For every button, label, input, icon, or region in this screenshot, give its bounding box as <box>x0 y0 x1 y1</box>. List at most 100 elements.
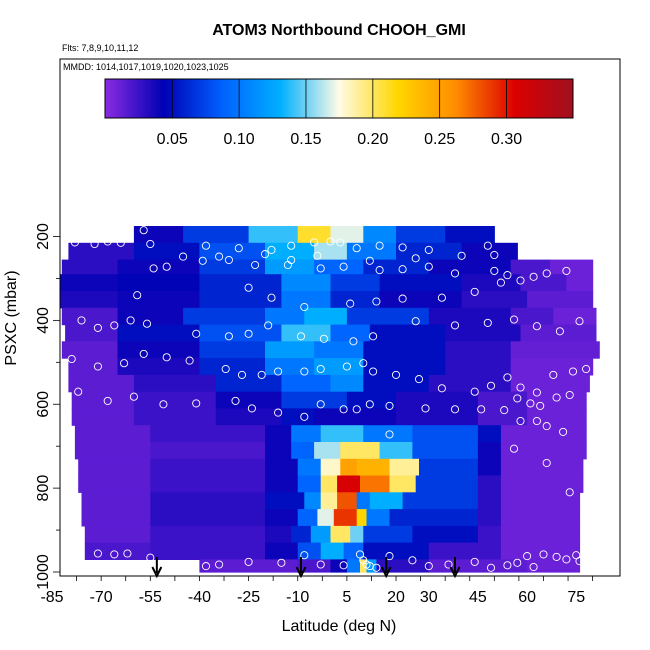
observation-point <box>372 297 381 306</box>
observation-point <box>336 238 345 247</box>
heatmap-cell <box>297 475 322 493</box>
observation-point <box>234 244 243 253</box>
observation-point <box>500 406 509 415</box>
observation-point <box>503 271 512 280</box>
observation-point <box>552 393 561 402</box>
heatmap-cell <box>363 358 446 376</box>
observation-point <box>414 375 424 384</box>
heatmap-cell <box>291 442 315 460</box>
heatmap-cell <box>314 341 364 359</box>
observation-point <box>411 254 420 263</box>
heatmap-cell <box>265 475 299 493</box>
x-tick-label: -40 <box>188 589 211 606</box>
chart-title: ATOM3 Northbound CHOOH_GMI <box>212 22 466 39</box>
heatmap-cell <box>199 324 282 342</box>
heatmap-cell <box>500 475 584 493</box>
heatmap-cell <box>461 242 518 261</box>
heatmap-cell <box>477 492 502 510</box>
heatmap-cell <box>360 559 368 573</box>
observation-point <box>146 553 155 562</box>
heatmap-cell <box>428 374 512 393</box>
observation-point <box>483 241 492 250</box>
observation-point <box>139 349 148 358</box>
heatmap-cell <box>412 425 479 443</box>
observation-point <box>342 362 351 371</box>
heatmap-cell <box>133 242 200 261</box>
observation-point <box>513 394 522 403</box>
observation-point <box>146 239 155 249</box>
heatmap-cell <box>74 425 151 443</box>
observation-point <box>247 404 256 413</box>
heatmap-cell <box>281 391 348 410</box>
observation-point <box>503 561 512 570</box>
observation-point <box>477 405 486 414</box>
heatmap-cell <box>445 341 512 359</box>
observation-point <box>509 315 519 324</box>
observation-point <box>316 364 325 374</box>
heatmap-cell <box>297 458 322 477</box>
heatmap-cell <box>477 509 502 527</box>
heatmap-cell <box>133 374 217 393</box>
x-tick-label: 30 <box>420 589 438 606</box>
observation-point <box>110 550 119 559</box>
heatmap-cell <box>265 341 315 359</box>
observation-point <box>575 317 584 326</box>
heatmap-cell <box>330 274 381 292</box>
observation-point <box>326 237 335 246</box>
heatmap-cell <box>520 274 567 292</box>
observation-point <box>516 416 525 426</box>
heatmap-cell <box>291 425 322 443</box>
observation-point <box>316 400 325 409</box>
heatmap-cell <box>461 291 528 309</box>
observation-point <box>120 359 129 368</box>
y-axis-label: PSXC (mbar) <box>3 270 20 365</box>
observation-point <box>365 400 374 409</box>
x-tick-label: 20 <box>387 589 405 606</box>
heatmap-cell <box>304 307 348 326</box>
y-tick-label: 600 <box>35 391 52 418</box>
observation-point <box>300 302 309 312</box>
heatmap-cell <box>68 242 135 261</box>
flights-label: Flts: 7,8,9,10,11,12 <box>62 43 138 53</box>
heatmap-cell <box>265 242 315 261</box>
colorbar-tick-label: 0.15 <box>290 131 321 148</box>
colorbar: 0.05 0.10 0.15 0.20 0.25 0.30 <box>104 78 574 148</box>
observation-point <box>552 552 561 561</box>
observation-point <box>244 283 253 292</box>
heatmap-cell <box>477 458 502 477</box>
heatmap-cell <box>297 509 318 527</box>
heatmap-cell <box>350 525 364 544</box>
dates-label: MMDD: 1014,1017,1019,1020,1023,1025 <box>63 62 229 72</box>
observation-point <box>192 329 201 338</box>
heatmap-cell <box>500 442 587 460</box>
heatmap-cell <box>346 391 397 410</box>
heatmap-cell <box>412 525 479 544</box>
heatmap-cell <box>150 475 266 493</box>
observation-point <box>251 260 260 270</box>
observation-point <box>424 562 433 571</box>
observation-point <box>503 373 512 382</box>
observation-point <box>93 549 102 558</box>
observation-point <box>77 316 86 325</box>
heatmap-cell <box>65 324 119 342</box>
heatmap-cell <box>527 391 587 410</box>
heatmap-cell <box>346 559 361 573</box>
observation-point <box>198 256 207 265</box>
heatmap-cell <box>297 542 322 560</box>
heatmap-cell <box>500 458 584 477</box>
heatmap-cell <box>340 458 358 477</box>
heatmap-cell <box>304 492 322 510</box>
observation-point <box>103 396 112 405</box>
heatmap-cell <box>265 307 305 326</box>
observation-point <box>93 323 102 332</box>
colorbar-tick-label: 0.10 <box>224 131 255 148</box>
heatmap-cell <box>297 559 332 573</box>
heatmap-cell <box>356 458 391 477</box>
observation-point <box>398 265 407 274</box>
observation-point <box>133 291 142 300</box>
observation-point <box>352 244 361 253</box>
heatmap-cell <box>314 259 364 275</box>
heatmap-cell <box>150 542 266 560</box>
heatmap-cell <box>291 525 312 544</box>
observation-point <box>450 405 460 414</box>
